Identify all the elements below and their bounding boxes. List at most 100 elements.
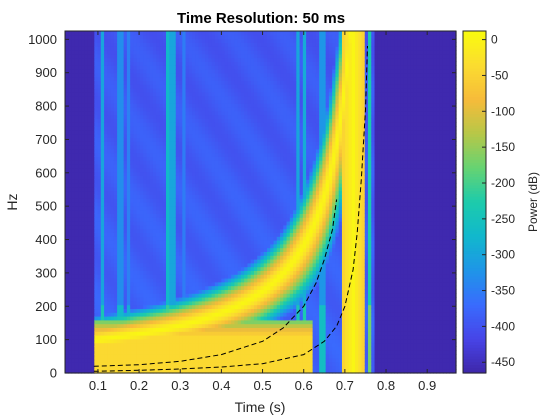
heatmap-cell: [126, 50, 131, 55]
heatmap-cell: [214, 243, 219, 249]
heatmap-cell: [152, 278, 157, 283]
heatmap-cell: [81, 76, 86, 81]
heatmap-cell: [188, 156, 193, 161]
heatmap-cell: [188, 289, 193, 294]
heatmap-cell: [237, 137, 242, 142]
heatmap-cell: [139, 274, 144, 279]
heatmap-cell: [143, 80, 148, 85]
heatmap-cell: [149, 103, 154, 108]
heatmap-cell: [192, 350, 196, 355]
heatmap-cell: [136, 137, 141, 142]
heatmap-cell: [179, 190, 183, 195]
heatmap-cell: [65, 319, 69, 325]
heatmap-cell: [81, 91, 86, 97]
heatmap-cell: [214, 160, 219, 165]
heatmap-cell: [123, 99, 128, 104]
heatmap-cell: [234, 129, 239, 135]
heatmap-cell: [71, 107, 76, 112]
heatmap-cell: [120, 289, 125, 294]
heatmap-cell: [234, 224, 239, 230]
heatmap-cell: [126, 61, 131, 66]
heatmap-cell: [133, 331, 138, 336]
heatmap-cell: [218, 167, 222, 173]
heatmap-cell: [110, 103, 115, 108]
heatmap-cell: [84, 365, 89, 370]
heatmap-cell: [156, 118, 161, 123]
heatmap-cell: [240, 95, 245, 100]
heatmap-cell: [71, 259, 76, 264]
heatmap-cell: [130, 69, 135, 74]
heatmap-cell: [65, 164, 69, 169]
heatmap-cell: [179, 42, 183, 47]
heatmap-cell: [240, 175, 245, 180]
heatmap-cell: [84, 42, 89, 47]
heatmap-cell: [201, 129, 206, 135]
heatmap-cell: [188, 194, 193, 199]
heatmap-cell: [240, 99, 245, 104]
heatmap-cell: [149, 156, 154, 161]
heatmap-cell: [68, 270, 73, 275]
heatmap-cell: [113, 312, 118, 317]
heatmap-cell: [208, 141, 213, 146]
heatmap-cell: [84, 232, 89, 237]
heatmap-cell: [227, 91, 232, 97]
heatmap-cell: [237, 243, 242, 249]
heatmap-cell: [208, 129, 213, 135]
heatmap-cell: [192, 38, 196, 43]
heatmap-cell: [152, 300, 157, 306]
heatmap-cell: [172, 278, 177, 283]
heatmap-cell: [201, 209, 206, 214]
heatmap-cell: [205, 114, 209, 119]
heatmap-cell: [231, 61, 236, 66]
heatmap-cell: [130, 76, 135, 81]
heatmap-cell: [192, 190, 196, 195]
heatmap-cell: [208, 88, 213, 93]
heatmap-cell: [240, 53, 245, 59]
heatmap-cell: [234, 217, 239, 222]
heatmap-cell: [205, 57, 209, 62]
heatmap-cell: [130, 129, 135, 135]
heatmap-cell: [97, 141, 102, 146]
heatmap-cell: [188, 308, 193, 313]
heatmap-cell: [100, 346, 105, 351]
heatmap-cell: [68, 338, 73, 344]
heatmap-cell: [113, 80, 118, 85]
heatmap-cell: [78, 152, 82, 157]
heatmap-cell: [198, 99, 203, 104]
heatmap-cell: [185, 31, 190, 36]
heatmap-cell: [146, 221, 151, 226]
heatmap-cell: [71, 232, 76, 237]
heatmap-cell: [205, 69, 209, 74]
heatmap-cell: [192, 137, 196, 142]
heatmap-cell: [198, 228, 203, 233]
heatmap-cell: [133, 122, 138, 127]
heatmap-cell: [81, 61, 86, 66]
heatmap-cell: [100, 209, 105, 214]
heatmap-cell: [78, 57, 82, 62]
heatmap-cell: [198, 316, 203, 321]
heatmap-cell: [94, 342, 99, 347]
heatmap-cell: [117, 194, 121, 199]
heatmap-cell: [179, 255, 183, 260]
heatmap-cell: [182, 84, 187, 89]
heatmap-cell: [182, 232, 187, 237]
heatmap-cell: [74, 72, 79, 78]
heatmap-cell: [240, 80, 245, 85]
heatmap-cell: [192, 34, 196, 40]
heatmap-cell: [205, 137, 209, 142]
heatmap-cell: [172, 141, 177, 146]
heatmap-cell: [211, 137, 216, 142]
heatmap-cell: [224, 338, 229, 344]
heatmap-cell: [162, 308, 167, 313]
heatmap-cell: [74, 42, 79, 47]
heatmap-cell: [123, 46, 128, 51]
heatmap-cell: [195, 270, 200, 275]
heatmap-cell: [172, 202, 177, 207]
heatmap-cell: [240, 346, 245, 351]
heatmap-cell: [110, 335, 115, 340]
heatmap-cell: [162, 57, 167, 62]
heatmap-cell: [87, 346, 92, 351]
heatmap-cell: [97, 361, 102, 366]
heatmap-cell: [84, 57, 89, 62]
heatmap-cell: [107, 243, 112, 249]
